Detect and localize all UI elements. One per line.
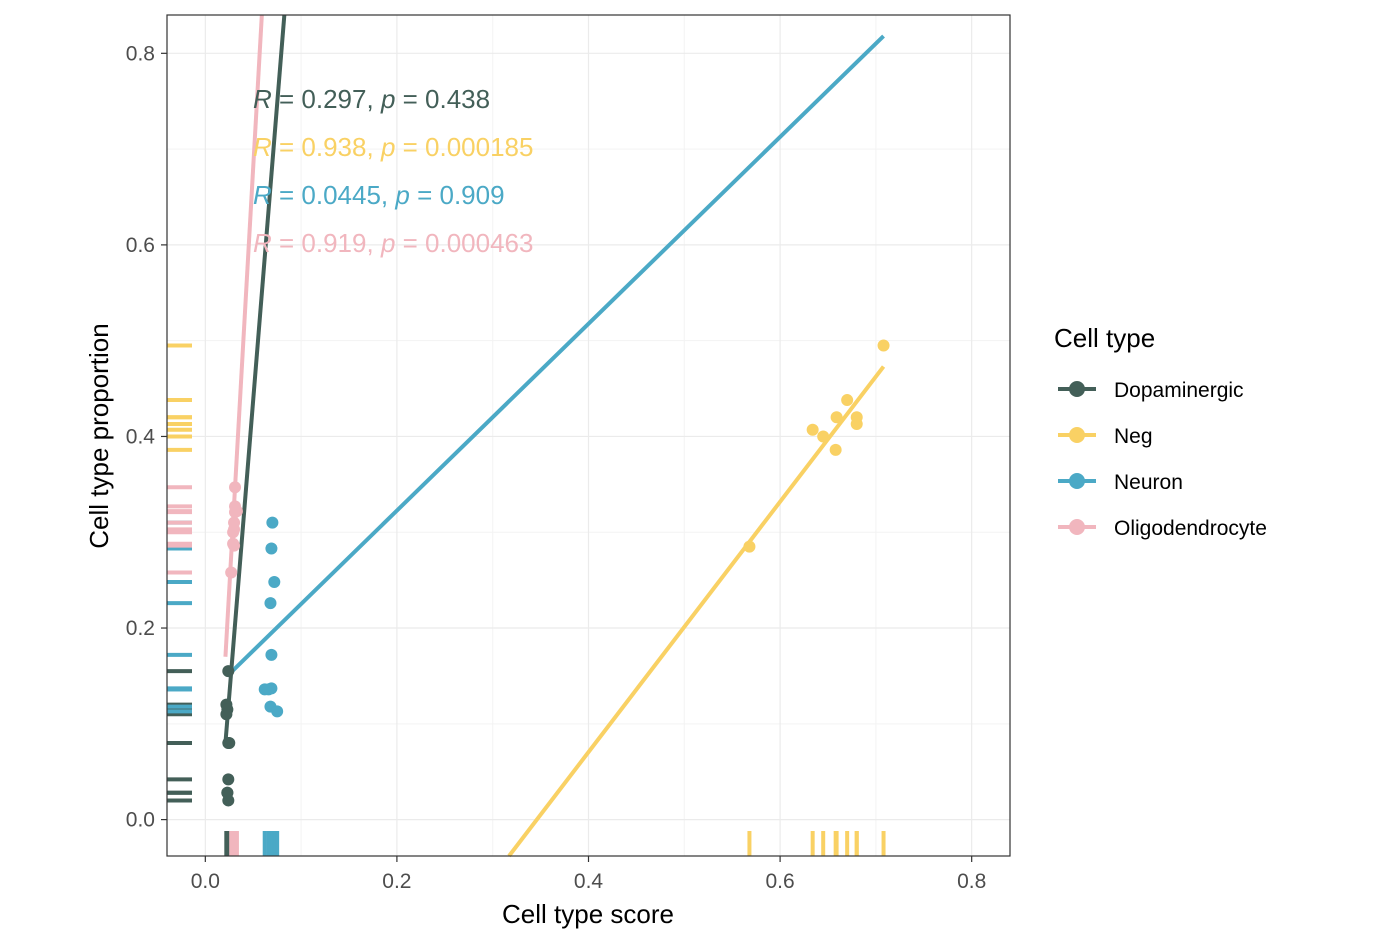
legend-key-point bbox=[1069, 519, 1085, 535]
data-point bbox=[221, 786, 234, 799]
data-point bbox=[222, 665, 235, 678]
grid bbox=[167, 15, 1010, 856]
data-point bbox=[262, 683, 275, 696]
y-tick-label: 0.6 bbox=[126, 234, 155, 257]
correlation-label: R = 0.919, p = 0.000463 bbox=[253, 228, 533, 258]
data-point bbox=[271, 705, 284, 718]
rug-marks bbox=[167, 343, 886, 856]
data-point bbox=[230, 505, 243, 518]
data-point bbox=[229, 481, 242, 494]
x-tick-label: 0.2 bbox=[382, 870, 411, 893]
legend-label: Neg bbox=[1114, 425, 1153, 448]
correlation-label: R = 0.0445, p = 0.909 bbox=[253, 180, 505, 210]
fit-line bbox=[507, 365, 886, 858]
x-tick-label: 0.8 bbox=[957, 870, 986, 893]
legend-label: Dopaminergic bbox=[1114, 379, 1244, 402]
data-point bbox=[225, 566, 238, 579]
y-tick-label: 0.4 bbox=[126, 425, 156, 448]
y-tick-label: 0.0 bbox=[126, 809, 155, 832]
fit-line bbox=[225, 34, 885, 678]
data-points bbox=[220, 339, 890, 807]
data-point bbox=[817, 430, 830, 443]
data-point bbox=[228, 523, 241, 536]
fit-line bbox=[223, 14, 287, 744]
legend-label: Oligodendrocyte bbox=[1114, 517, 1267, 540]
x-tick-label: 0.0 bbox=[191, 870, 220, 893]
data-point bbox=[877, 339, 890, 352]
data-point bbox=[265, 648, 278, 661]
data-point bbox=[268, 576, 281, 589]
data-point bbox=[841, 394, 854, 407]
data-point bbox=[266, 516, 279, 529]
y-tick-label: 0.2 bbox=[126, 617, 155, 640]
x-tick-label: 0.6 bbox=[765, 870, 794, 893]
axis-ticks: 0.0 0.2 0.4 0.6 0.8 0.0 0.2 0.4 0.6 0.8 bbox=[126, 42, 986, 893]
legend: Cell type Dopaminergic Neg Neuron Oligodend… bbox=[1054, 323, 1267, 540]
legend-title: Cell type bbox=[1054, 323, 1155, 353]
x-axis-title: Cell type score bbox=[502, 899, 674, 929]
data-point bbox=[806, 423, 819, 436]
data-point bbox=[220, 708, 233, 721]
x-tick-label: 0.4 bbox=[574, 870, 604, 893]
legend-label: Neuron bbox=[1114, 471, 1183, 494]
y-tick-label: 0.8 bbox=[126, 42, 155, 65]
legend-key-point bbox=[1069, 473, 1085, 489]
data-point bbox=[264, 597, 277, 610]
data-point bbox=[850, 418, 863, 431]
data-point bbox=[222, 736, 235, 749]
correlation-annotations: R = 0.297, p = 0.438 R = 0.938, p = 0.000… bbox=[253, 84, 533, 258]
legend-key-point bbox=[1069, 381, 1085, 397]
data-point bbox=[743, 540, 756, 553]
data-point bbox=[830, 411, 843, 424]
legend-key-point bbox=[1069, 427, 1085, 443]
y-axis-title: Cell type proportion bbox=[84, 323, 114, 548]
data-point bbox=[829, 443, 842, 456]
data-point bbox=[222, 773, 235, 786]
correlation-label: R = 0.938, p = 0.000185 bbox=[253, 132, 533, 162]
data-point bbox=[265, 542, 278, 555]
correlation-label: R = 0.297, p = 0.438 bbox=[253, 84, 490, 114]
data-point bbox=[228, 539, 241, 552]
